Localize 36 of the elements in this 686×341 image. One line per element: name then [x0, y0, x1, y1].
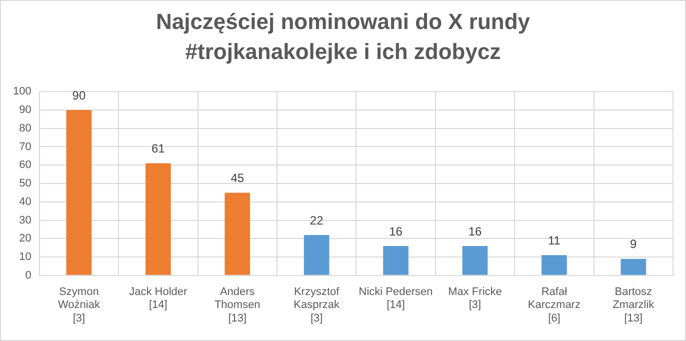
y-tick-label: 70: [19, 140, 32, 153]
y-tick-label: 30: [19, 214, 32, 226]
y-tick-label: 10: [19, 251, 32, 264]
bar: [224, 192, 250, 275]
x-tick-label: Jack Holder [14]: [129, 286, 188, 312]
y-tick-label: 80: [19, 122, 32, 134]
y-tick-label: 20: [19, 232, 32, 245]
data-label: 9: [630, 237, 638, 252]
data-label: 16: [389, 224, 403, 238]
x-tick-label: Bartosz Zmarzlik [13]: [612, 286, 655, 324]
bar: [462, 246, 488, 275]
data-label: 61: [151, 142, 166, 156]
data-label: 90: [72, 88, 86, 102]
x-tick-label: Nicki Pedersen [14]: [358, 286, 433, 312]
y-tick-label: 50: [19, 178, 32, 190]
data-label: 16: [468, 224, 482, 238]
y-tick-label: 100: [12, 86, 32, 98]
bar: [620, 258, 646, 275]
bar: [66, 110, 92, 275]
bar: [145, 163, 171, 275]
x-tick-label: Szymon Woźniak [3]: [58, 286, 100, 324]
y-tick-label: 90: [19, 104, 32, 116]
bar: [542, 255, 567, 275]
x-tick-label: Rafał Karczmarz [6]: [528, 286, 580, 324]
y-tick-label: 60: [19, 159, 32, 172]
data-label: 45: [230, 171, 244, 186]
chart-title: Najczęściej nominowani do X rundy #trojkanakolejke i ich zdobycz: [154, 8, 532, 66]
x-tick-label: Anders Thomsen [13]: [214, 286, 260, 324]
data-label: 22: [310, 213, 324, 228]
x-tick-label: Krzysztof Kasprzak [3]: [294, 286, 340, 324]
bar: [304, 234, 330, 275]
y-tick-label: 40: [19, 196, 32, 208]
bar: [383, 246, 408, 275]
x-tick-label: Max Fricke [3]: [448, 286, 502, 312]
data-label: 11: [548, 233, 561, 248]
y-tick-label: 0: [25, 269, 32, 282]
